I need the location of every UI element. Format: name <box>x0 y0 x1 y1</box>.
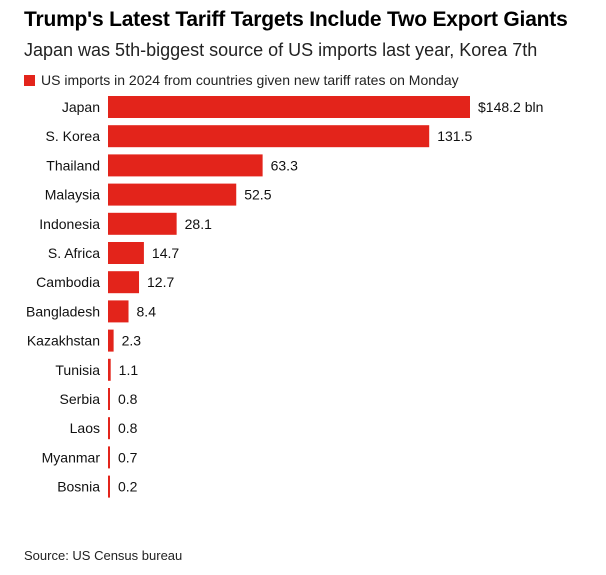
bar <box>108 358 111 381</box>
bar <box>108 96 470 118</box>
bar <box>108 300 129 323</box>
category-label: Tunisia <box>55 362 100 378</box>
value-label: 0.7 <box>118 449 138 465</box>
category-label: Indonesia <box>39 216 100 232</box>
bar <box>108 183 237 206</box>
value-label: 28.1 <box>185 216 212 232</box>
bar <box>108 212 177 235</box>
chart-title: Trump's Latest Tariff Targets Include Tw… <box>24 8 568 31</box>
bar <box>108 475 110 498</box>
source-note: Source: US Census bureau <box>24 548 183 563</box>
category-label: S. Africa <box>48 245 100 261</box>
bar <box>108 271 140 294</box>
legend: US imports in 2024 from countries given … <box>24 72 459 88</box>
category-label: Bangladesh <box>26 303 100 319</box>
category-label: Bosnia <box>57 479 100 495</box>
value-label: 12.7 <box>147 274 174 290</box>
value-label: 63.3 <box>271 157 298 173</box>
category-label: Laos <box>70 420 100 436</box>
value-label: 0.2 <box>118 479 138 495</box>
bar <box>108 329 114 352</box>
category-label: Japan <box>62 99 100 115</box>
bar <box>108 417 110 440</box>
value-label: 8.4 <box>137 303 157 319</box>
chart-subtitle: Japan was 5th-biggest source of US impor… <box>24 40 538 60</box>
value-label: 1.1 <box>119 362 139 378</box>
legend-label: US imports in 2024 from countries given … <box>41 72 459 88</box>
bar <box>108 388 110 410</box>
value-label: 14.7 <box>152 245 179 261</box>
value-label: 52.5 <box>244 187 271 203</box>
category-label: Serbia <box>60 391 101 407</box>
bar <box>108 125 430 148</box>
category-label: S. Korea <box>46 128 101 144</box>
category-label: Myanmar <box>42 449 101 465</box>
bar <box>108 154 263 177</box>
bar <box>108 242 144 264</box>
category-label: Cambodia <box>36 274 100 290</box>
value-label: $148.2 bln <box>478 99 543 115</box>
value-label: 131.5 <box>437 128 472 144</box>
category-label: Malaysia <box>45 187 100 203</box>
bar <box>108 446 110 469</box>
category-label: Kazakhstan <box>27 333 100 349</box>
category-label: Thailand <box>46 157 100 173</box>
bar-chart: Japan $148.2 bln S. Korea 131.5 Thailand 63.3… <box>26 96 543 498</box>
value-label: 0.8 <box>118 420 138 436</box>
legend-swatch <box>24 74 35 86</box>
value-label: 0.8 <box>118 391 138 407</box>
value-label: 2.3 <box>122 333 142 349</box>
